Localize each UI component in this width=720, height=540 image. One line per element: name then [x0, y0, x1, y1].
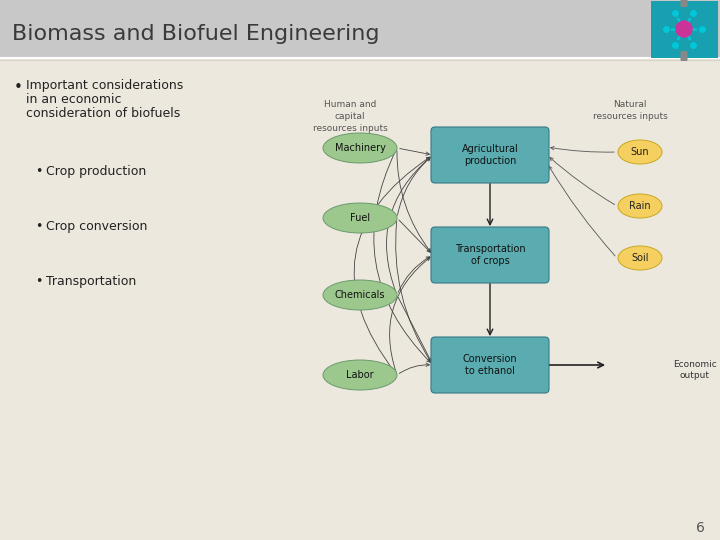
Text: •: •: [35, 275, 42, 288]
Circle shape: [662, 24, 670, 33]
Text: Soil: Soil: [631, 253, 649, 263]
Text: Natural
resources inputs: Natural resources inputs: [593, 100, 667, 121]
Text: in an economic: in an economic: [26, 93, 122, 106]
FancyArrowPatch shape: [400, 148, 429, 156]
Text: Machinery: Machinery: [335, 143, 385, 153]
Ellipse shape: [618, 246, 662, 270]
Circle shape: [676, 21, 692, 37]
Text: Agricultural
production: Agricultural production: [462, 144, 518, 166]
Text: Transportation: Transportation: [46, 275, 136, 288]
FancyArrowPatch shape: [551, 146, 614, 152]
Text: Conversion
to ethanol: Conversion to ethanol: [463, 354, 517, 376]
Text: Transportation
of crops: Transportation of crops: [455, 244, 526, 266]
FancyArrowPatch shape: [549, 166, 615, 256]
Ellipse shape: [323, 280, 397, 310]
Text: Crop conversion: Crop conversion: [46, 220, 148, 233]
Circle shape: [688, 40, 698, 49]
Ellipse shape: [618, 194, 662, 218]
Ellipse shape: [323, 360, 397, 390]
Ellipse shape: [323, 203, 397, 233]
Text: Human and
capital
resources inputs: Human and capital resources inputs: [312, 100, 387, 133]
Text: •: •: [35, 165, 42, 178]
Text: Biomass and Biofuel Engineering: Biomass and Biofuel Engineering: [12, 24, 379, 44]
Text: 6: 6: [696, 521, 704, 535]
FancyBboxPatch shape: [431, 337, 549, 393]
FancyArrowPatch shape: [399, 220, 431, 252]
FancyArrowPatch shape: [395, 221, 431, 362]
Circle shape: [688, 9, 698, 18]
FancyBboxPatch shape: [680, 51, 688, 61]
Circle shape: [670, 9, 680, 18]
Text: Fuel: Fuel: [350, 213, 370, 223]
Ellipse shape: [323, 133, 397, 163]
FancyArrowPatch shape: [550, 158, 615, 205]
Circle shape: [698, 24, 706, 33]
Text: consideration of biofuels: consideration of biofuels: [26, 107, 180, 120]
FancyBboxPatch shape: [431, 227, 549, 283]
FancyBboxPatch shape: [651, 1, 718, 58]
Text: Labor: Labor: [346, 370, 374, 380]
FancyArrowPatch shape: [354, 157, 430, 373]
FancyArrowPatch shape: [398, 298, 431, 362]
FancyArrowPatch shape: [398, 257, 430, 293]
Text: Chemicals: Chemicals: [335, 290, 385, 300]
FancyArrowPatch shape: [400, 363, 429, 374]
Ellipse shape: [618, 140, 662, 164]
FancyBboxPatch shape: [0, 0, 720, 58]
Text: Crop production: Crop production: [46, 165, 146, 178]
FancyArrowPatch shape: [374, 151, 431, 362]
FancyArrowPatch shape: [397, 151, 431, 252]
FancyArrowPatch shape: [387, 157, 430, 292]
FancyArrowPatch shape: [390, 257, 430, 373]
Text: •: •: [35, 220, 42, 233]
Text: Rain: Rain: [629, 201, 651, 211]
FancyBboxPatch shape: [680, 0, 688, 7]
Circle shape: [670, 40, 680, 49]
Text: Economic
output: Economic output: [673, 360, 717, 380]
FancyArrowPatch shape: [397, 158, 431, 215]
Text: •: •: [14, 80, 23, 95]
Text: Sun: Sun: [631, 147, 649, 157]
FancyBboxPatch shape: [431, 127, 549, 183]
Text: Important considerations: Important considerations: [26, 79, 184, 92]
